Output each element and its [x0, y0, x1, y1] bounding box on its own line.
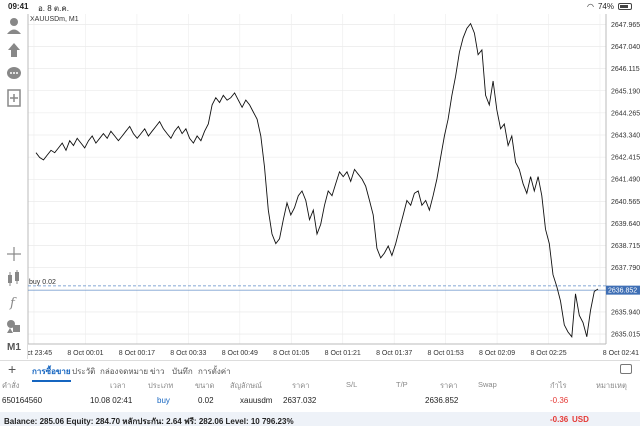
status-right: ◠ 74%: [587, 2, 632, 11]
header-sl: S/L: [346, 380, 358, 389]
chart-grid: [28, 14, 606, 344]
header-note: หมายเหตุ: [596, 381, 627, 390]
status-bar: 09:41 อ. 8 ต.ค. ◠ 74%: [0, 0, 640, 14]
time-axis: 7 Oct 23:45 8 Oct 00:01 8 Oct 00:17 8 Oct 0…: [28, 350, 639, 357]
time-tick-label: 8 Oct 00:01: [67, 350, 103, 357]
function-icon[interactable]: f: [4, 292, 24, 312]
header-type: ประเภท: [148, 381, 174, 390]
price-tick-label: 2638.715: [611, 243, 640, 250]
total-profit: -0.36: [550, 415, 569, 424]
balance-bar: Balance: 285.06 Equity: 284.70 หลักประกั…: [0, 412, 640, 426]
crosshair-icon[interactable]: [4, 244, 24, 264]
price-tick-label: 2644.265: [611, 110, 640, 117]
current-price-value: 2636.852: [608, 288, 637, 295]
battery-percent: 74%: [597, 2, 614, 11]
price-tick-label: 2635.940: [611, 309, 640, 316]
status-time: 09:41: [8, 2, 29, 11]
chat-icon[interactable]: [4, 64, 24, 84]
price-tick-label: 2641.490: [611, 177, 640, 184]
time-tick-label: 8 Oct 02:09: [479, 350, 515, 357]
order-size: 0.02: [198, 396, 214, 405]
battery-icon: [618, 3, 632, 10]
time-tick-label: 8 Oct 00:49: [222, 350, 258, 357]
price-tick-label: 2639.640: [611, 221, 640, 228]
time-tick-label: 7 Oct 23:45: [28, 350, 52, 357]
order-profit: -0.36: [550, 396, 569, 405]
wifi-icon: ◠: [587, 2, 594, 11]
order-type: buy: [157, 396, 170, 405]
price-tick-label: 2640.565: [611, 199, 640, 206]
tab-mailbox[interactable]: กล่องจดหมาย: [100, 367, 149, 376]
price-tick-label: 2645.190: [611, 88, 640, 95]
header-time: เวลา: [110, 381, 126, 390]
price-tick-label: 2646.115: [611, 66, 640, 73]
panel-toggle-icon[interactable]: [620, 364, 632, 374]
left-toolbar: f M1: [0, 14, 28, 359]
price-tick-label: 2647.965: [611, 22, 640, 29]
time-tick-label: 8 Oct 02:41: [603, 350, 639, 357]
order-symbol: xauusdm: [240, 396, 273, 405]
tab-journal[interactable]: บันทึก: [172, 367, 193, 376]
time-tick-label: 8 Oct 01:05: [273, 350, 309, 357]
time-tick-label: 8 Oct 01:53: [428, 350, 464, 357]
header-symbol: สัญลักษณ์: [230, 381, 263, 390]
price-chart[interactable]: 2647.965 2647.040 2646.115 2645.190 2644.265…: [28, 14, 640, 359]
order-time: 10.08 02:41: [90, 396, 133, 405]
order-id: 650164560: [2, 396, 43, 405]
chart-symbol-label: XAUUSDm, M1: [30, 16, 79, 23]
time-tick-label: 8 Oct 02:25: [530, 350, 566, 357]
objects-icon[interactable]: [4, 316, 24, 336]
price-tick-label: 2635.015: [611, 332, 640, 339]
header-order: คำสั่ง: [2, 381, 20, 390]
header-size: ขนาด: [195, 381, 215, 390]
new-chart-icon[interactable]: [4, 88, 24, 108]
account-icon[interactable]: [4, 16, 24, 36]
orders-table-header: คำสั่ง เวลา ประเภท ขนาด สัญลักษณ์ ราคา S…: [0, 378, 640, 392]
current-price-marker: [606, 285, 640, 295]
header-price: ราคา: [292, 381, 310, 390]
balance-text: Balance: 285.06 Equity: 284.70 หลักประกั…: [4, 417, 294, 426]
status-date: อ. 8 ต.ค.: [38, 4, 69, 13]
time-tick-label: 8 Oct 01:37: [376, 350, 412, 357]
price-tick-label: 2642.415: [611, 155, 640, 162]
price-series-line: [35, 22, 599, 338]
header-tp: T/P: [396, 380, 408, 389]
price-tick-label: 2647.040: [611, 44, 640, 51]
header-profit: กำไร: [550, 381, 567, 390]
add-order-icon[interactable]: +: [8, 361, 17, 377]
price-tick-label: 2643.340: [611, 133, 640, 140]
buy-level-label: buy 0.02: [29, 279, 56, 286]
tab-settings[interactable]: การตั้งค่า: [198, 367, 231, 376]
indicators-icon[interactable]: [4, 268, 24, 288]
order-current-price: 2636.852: [425, 396, 459, 405]
bottom-tabbar: + การซื้อขาย ประวัติ กล่องจดหมาย ข่าว บั…: [0, 360, 640, 382]
svg-text:f: f: [9, 296, 17, 311]
time-tick-label: 8 Oct 01:21: [325, 350, 361, 357]
tab-history[interactable]: ประวัติ: [72, 367, 96, 376]
order-price: 2637.032: [283, 396, 317, 405]
table-row[interactable]: 650164560 10.08 02:41 buy 0.02 xauusdm 2…: [0, 394, 640, 410]
profit-currency: USD: [572, 415, 589, 424]
time-tick-label: 8 Oct 00:33: [170, 350, 206, 357]
header-swap: Swap: [478, 380, 497, 389]
tab-news[interactable]: ข่าว: [150, 367, 165, 376]
home-area: [0, 428, 640, 447]
tab-trade[interactable]: การซื้อขาย: [32, 365, 71, 382]
trade-icon[interactable]: [4, 40, 24, 60]
price-tick-label: 2637.790: [611, 265, 640, 272]
header-current-price: ราคา: [440, 381, 458, 390]
timeframe-button[interactable]: M1: [7, 342, 21, 353]
time-tick-label: 8 Oct 00:17: [119, 350, 155, 357]
